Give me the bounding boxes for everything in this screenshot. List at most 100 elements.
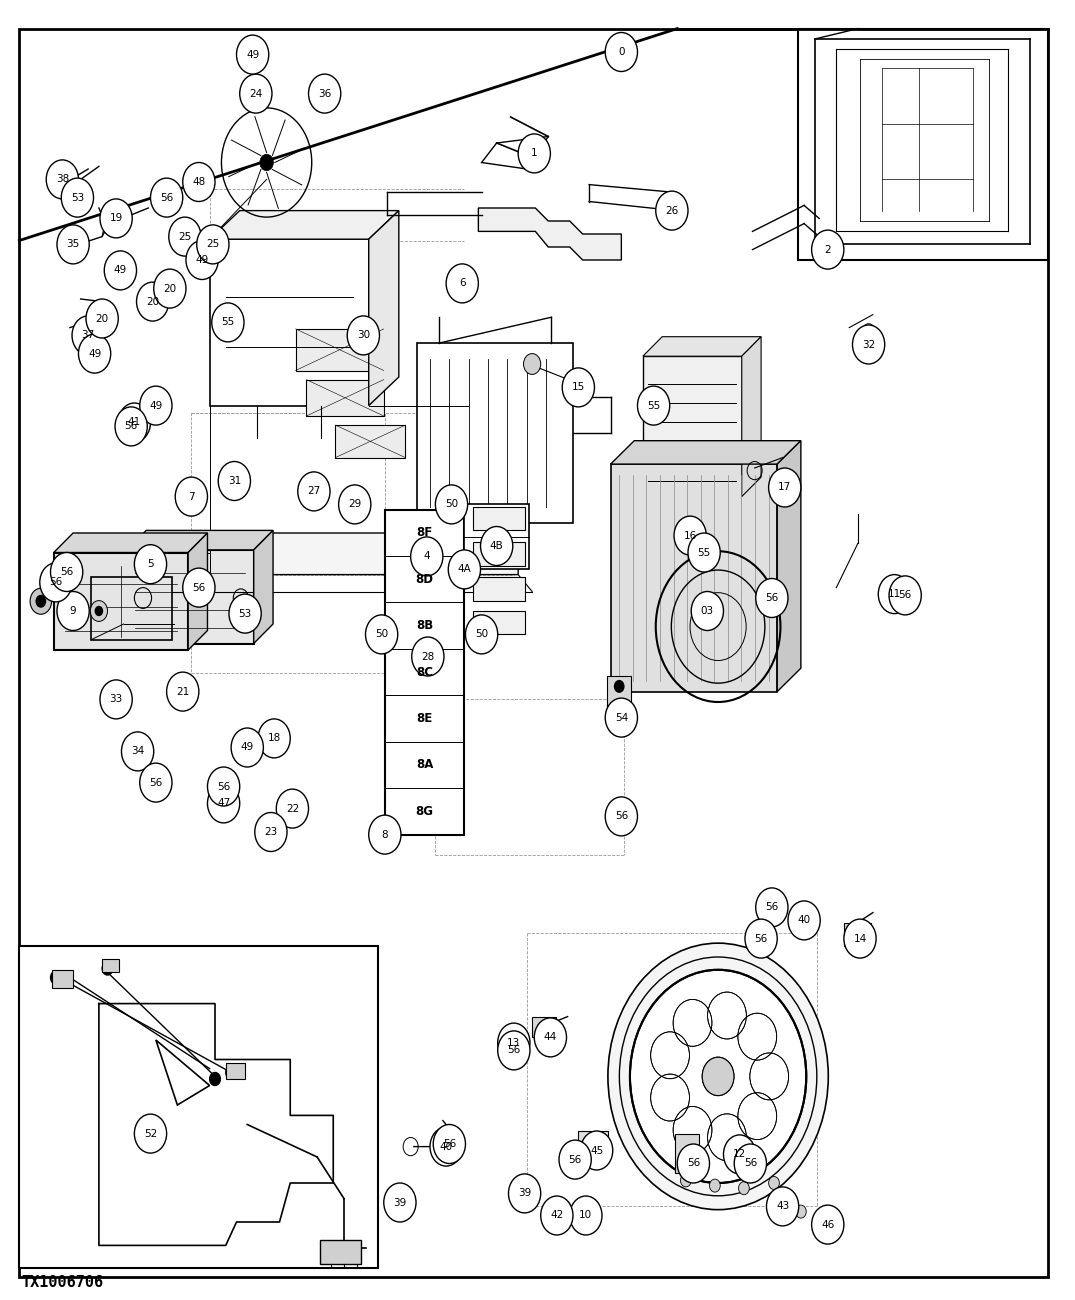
Text: 50: 50 (445, 499, 458, 510)
Text: 38: 38 (56, 174, 69, 185)
Circle shape (167, 672, 199, 711)
Polygon shape (156, 533, 518, 575)
Circle shape (739, 1182, 749, 1195)
Text: 8D: 8D (416, 573, 433, 586)
Text: 49: 49 (114, 265, 127, 276)
Bar (102, 959, 119, 972)
Circle shape (186, 240, 218, 280)
Polygon shape (777, 441, 801, 692)
Circle shape (411, 537, 443, 576)
Text: 8E: 8E (416, 712, 433, 725)
Circle shape (448, 550, 481, 589)
Circle shape (756, 578, 788, 618)
Circle shape (656, 191, 688, 230)
Circle shape (35, 595, 46, 608)
Text: 56: 56 (125, 421, 138, 432)
Circle shape (889, 576, 921, 615)
Text: 9: 9 (70, 606, 76, 616)
Bar (19, 946, 378, 1268)
Bar (675, 1134, 699, 1173)
Circle shape (183, 568, 215, 607)
Circle shape (723, 1135, 756, 1174)
Circle shape (769, 468, 801, 507)
Circle shape (140, 763, 172, 802)
Bar (417, 343, 573, 523)
Text: 8G: 8G (416, 805, 433, 818)
Circle shape (446, 264, 478, 303)
Circle shape (812, 1205, 844, 1244)
Circle shape (212, 303, 244, 342)
Text: 45: 45 (590, 1145, 603, 1156)
Circle shape (562, 368, 594, 407)
Text: 20: 20 (146, 296, 159, 307)
Text: 4: 4 (424, 551, 430, 562)
Bar (643, 356, 742, 497)
Circle shape (605, 797, 637, 836)
Text: 37: 37 (82, 330, 95, 341)
Text: 49: 49 (246, 49, 259, 60)
Circle shape (384, 1183, 416, 1222)
Text: 36: 36 (318, 88, 331, 99)
Bar (385, 510, 464, 835)
Text: 56: 56 (569, 1154, 582, 1165)
Circle shape (691, 592, 723, 630)
Text: 56: 56 (899, 590, 912, 601)
Text: 29: 29 (348, 499, 361, 510)
Text: 56: 56 (192, 582, 205, 593)
Circle shape (137, 282, 169, 321)
Circle shape (102, 962, 113, 975)
Text: 56: 56 (217, 781, 230, 792)
Bar (607, 676, 631, 725)
Circle shape (702, 1057, 734, 1096)
Text: 33: 33 (110, 694, 123, 705)
Text: 40: 40 (440, 1141, 453, 1152)
Text: 50: 50 (375, 629, 388, 640)
Bar (306, 380, 384, 416)
Circle shape (702, 1057, 734, 1096)
Text: 13: 13 (507, 1037, 520, 1048)
Circle shape (229, 594, 261, 633)
Text: 56: 56 (507, 1045, 520, 1056)
Circle shape (852, 325, 885, 364)
Text: 56: 56 (60, 567, 73, 577)
Circle shape (298, 472, 330, 511)
Polygon shape (611, 441, 801, 464)
Text: 6: 6 (459, 278, 465, 289)
Circle shape (46, 160, 78, 199)
Circle shape (788, 901, 820, 940)
Circle shape (734, 1144, 766, 1183)
Circle shape (40, 563, 72, 602)
Circle shape (369, 815, 401, 854)
Circle shape (276, 789, 309, 828)
Text: 53: 53 (71, 192, 84, 203)
Circle shape (680, 1174, 691, 1187)
Circle shape (61, 178, 94, 217)
Bar (844, 923, 871, 946)
Polygon shape (210, 211, 399, 239)
Circle shape (210, 1072, 220, 1086)
Text: 0: 0 (618, 47, 625, 57)
Circle shape (766, 1187, 799, 1226)
Bar (473, 611, 525, 634)
Text: 28: 28 (421, 651, 434, 662)
Bar (335, 425, 405, 458)
Circle shape (637, 386, 670, 425)
Circle shape (796, 1205, 806, 1218)
Circle shape (570, 1196, 602, 1235)
Text: 32: 32 (862, 339, 875, 350)
Bar (210, 239, 369, 406)
Text: 23: 23 (264, 827, 277, 837)
Text: 8A: 8A (416, 758, 433, 771)
Text: 53: 53 (239, 608, 252, 619)
Circle shape (430, 1127, 462, 1166)
Polygon shape (742, 337, 761, 497)
Circle shape (508, 1174, 541, 1213)
Circle shape (756, 888, 788, 927)
Polygon shape (188, 533, 207, 650)
Text: 16: 16 (684, 530, 697, 541)
Circle shape (745, 919, 777, 958)
Text: 55: 55 (647, 400, 660, 411)
Text: 35: 35 (67, 239, 80, 250)
Circle shape (104, 251, 137, 290)
Circle shape (844, 919, 876, 958)
